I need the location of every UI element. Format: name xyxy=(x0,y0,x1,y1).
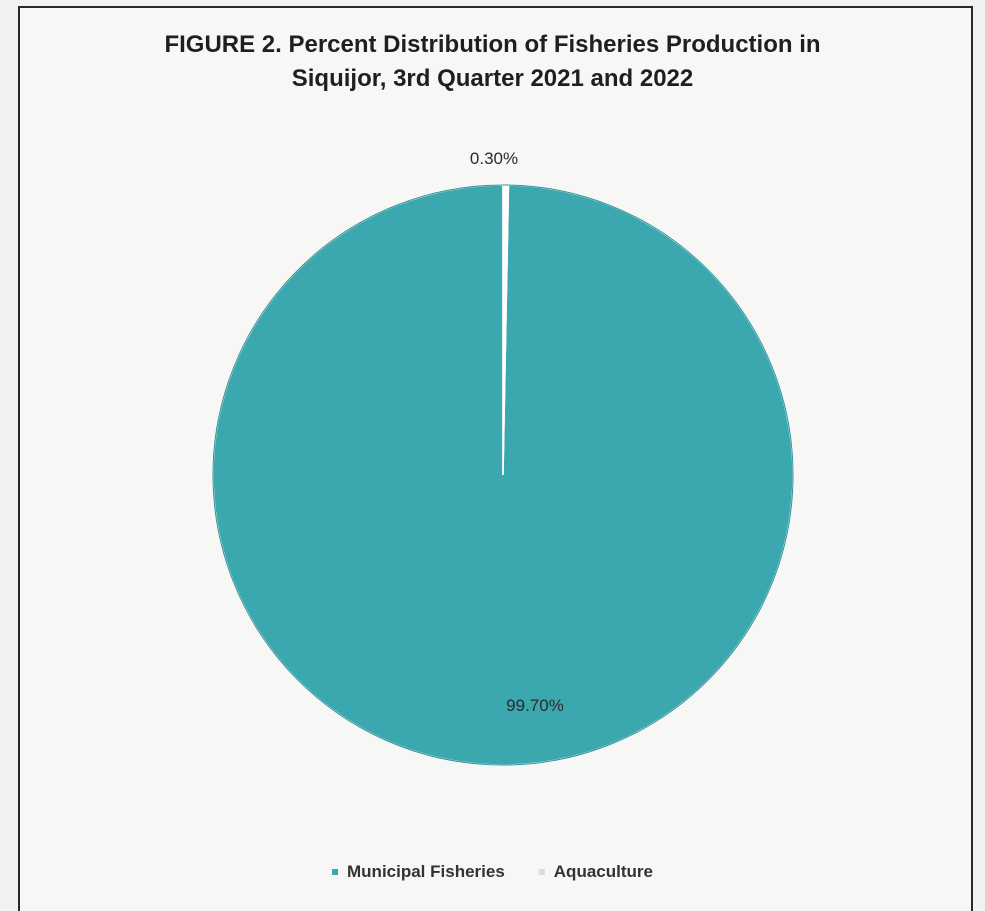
pie-outline xyxy=(212,184,794,766)
chart-title-line-2: Siquijor, 3rd Quarter 2021 and 2022 xyxy=(291,65,694,92)
legend-label-aquaculture: Aquaculture xyxy=(553,862,653,881)
legend-swatch-municipal-fisheries xyxy=(332,869,339,875)
legend-label-municipal-fisheries: Municipal Fisheries xyxy=(347,862,505,881)
legend-swatch-aquaculture xyxy=(538,869,545,875)
legend-item-municipal-fisheries: Municipal Fisheries xyxy=(332,862,505,882)
chart-title-line-1: FIGURE 2. Percent Distribution of Fisher… xyxy=(164,31,821,58)
chart-title: FIGURE 2. Percent Distribution of Fisher… xyxy=(0,28,985,96)
pie-slices xyxy=(212,184,794,766)
slice-label-municipal-fisheries: 99.70% xyxy=(506,696,564,715)
legend: Municipal Fisheries Aquaculture xyxy=(0,862,985,882)
legend-item-aquaculture: Aquaculture xyxy=(538,862,653,882)
slice-label-aquaculture: 0.30% xyxy=(470,149,518,168)
